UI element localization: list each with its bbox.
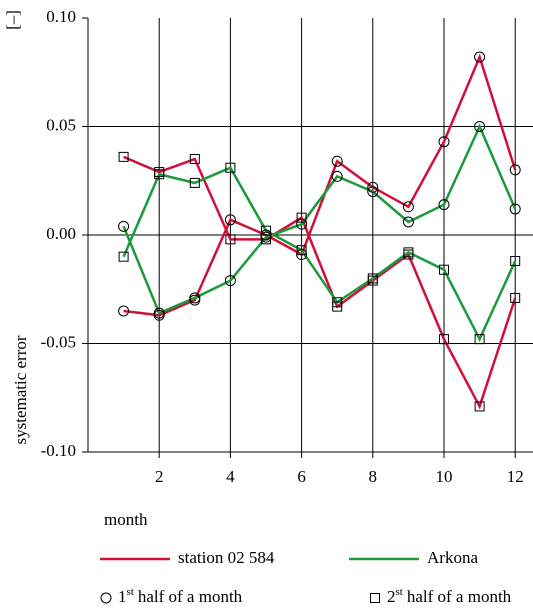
- ordinal-suffix: st: [396, 586, 403, 598]
- x-tick-label: 6: [297, 467, 306, 486]
- marker-circle: [367, 186, 379, 198]
- marker-circle: [153, 307, 165, 319]
- ordinal-suffix: st: [127, 586, 134, 598]
- marker-circle: [260, 231, 272, 243]
- marker-square: [474, 401, 485, 412]
- marker-circle: [331, 155, 343, 167]
- y-tick-label: -0.10: [41, 441, 76, 460]
- marker-square: [474, 334, 485, 345]
- y-unit: [–]: [3, 10, 22, 30]
- marker-square: [510, 292, 521, 303]
- marker-square: [296, 245, 307, 256]
- marker-square: [370, 593, 380, 603]
- marker-circle: [189, 292, 201, 304]
- marker-square: [296, 212, 307, 223]
- marker-square: [261, 225, 271, 236]
- marker-circle: [402, 201, 414, 213]
- legend-label: station 02 584: [178, 548, 275, 567]
- marker-square: [225, 162, 236, 173]
- marker-square: [154, 169, 165, 180]
- marker-circle: [474, 121, 486, 132]
- y-tick-label: -0.05: [41, 332, 76, 351]
- marker-text: half of a month: [407, 587, 512, 606]
- x-tick-label: 4: [226, 467, 235, 486]
- marker-square: [189, 177, 200, 188]
- marker-square: [225, 234, 236, 245]
- ordinal: 2: [387, 587, 396, 606]
- marker-circle: [438, 199, 450, 211]
- marker-square: [439, 264, 449, 275]
- marker-circle: [331, 170, 343, 182]
- marker-circle: [118, 305, 130, 317]
- ordinal: 1: [118, 587, 127, 606]
- marker-square: [510, 256, 521, 267]
- marker-square: [403, 247, 414, 258]
- x-tick-label: 10: [436, 467, 453, 486]
- marker-square: [332, 297, 343, 308]
- legend-marker-label: 1st half of a month: [118, 586, 243, 606]
- series-line: [123, 53, 517, 317]
- marker-circle: [438, 136, 450, 148]
- series-line: [122, 123, 517, 315]
- series-line: [122, 166, 517, 343]
- marker-circle: [474, 51, 486, 63]
- marker-circle: [224, 214, 236, 226]
- marker-circle: [509, 164, 521, 176]
- y-tick-label: 0.05: [46, 115, 76, 134]
- marker-square: [439, 334, 449, 345]
- marker-circle: [100, 592, 112, 604]
- y-tick-label: 0.00: [46, 224, 76, 243]
- x-axis-label: month: [104, 510, 148, 529]
- marker-circle: [367, 181, 379, 193]
- x-tick-label: 8: [369, 467, 378, 486]
- y-axis-label: systematic error: [11, 335, 30, 444]
- marker-circle: [118, 220, 130, 232]
- marker-square: [367, 273, 378, 284]
- marker-circle: [224, 275, 236, 287]
- legend-marker-label: 2st half of a month: [387, 586, 512, 606]
- marker-circle: [296, 218, 308, 230]
- legend-label: Arkona: [427, 548, 478, 567]
- marker-square: [118, 251, 129, 262]
- series-line: [123, 155, 517, 410]
- x-tick-label: 12: [507, 467, 524, 486]
- marker-circle: [402, 216, 414, 228]
- marker-square: [189, 154, 200, 165]
- x-tick-label: 2: [155, 467, 164, 486]
- marker-circle: [509, 203, 521, 215]
- y-tick-label: 0.10: [46, 7, 76, 26]
- marker-text: half of a month: [138, 587, 243, 606]
- marker-square: [118, 151, 129, 162]
